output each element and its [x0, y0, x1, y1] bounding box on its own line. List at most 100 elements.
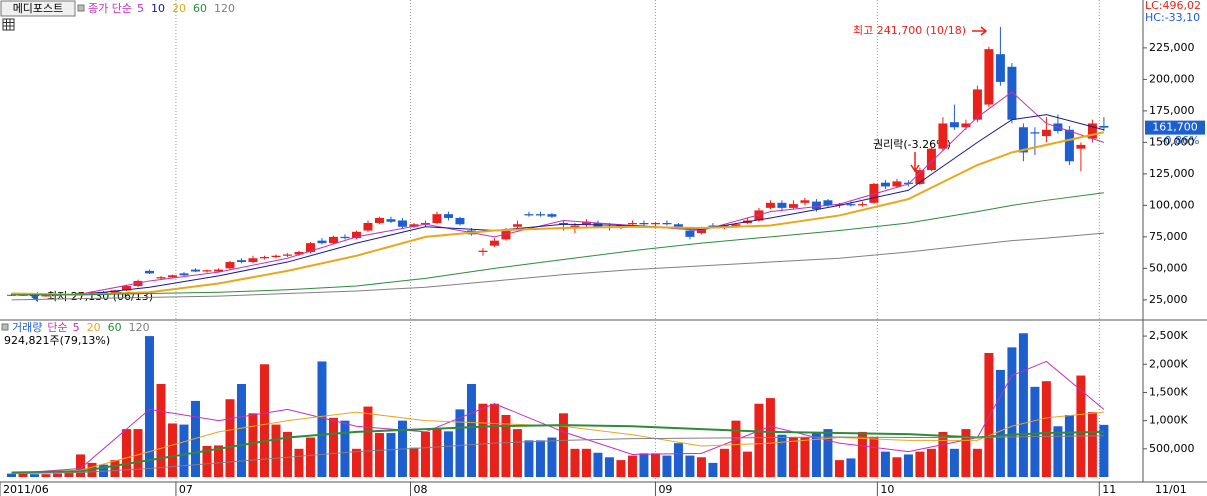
candle-body [305, 243, 315, 252]
x-tick-label: 10 [880, 483, 894, 496]
candle-body [340, 236, 350, 239]
volume-bar [1053, 426, 1063, 477]
volume-bar [535, 440, 545, 477]
candle-body [282, 254, 292, 256]
volume-bar [64, 473, 74, 477]
volume-bar [754, 403, 764, 477]
candle-body [570, 225, 580, 229]
candle-body [351, 231, 361, 239]
volume-bar [409, 447, 419, 477]
volume-bar [604, 457, 614, 477]
moving-average-line [11, 192, 1104, 296]
x-tick-label: 2011/06 [3, 483, 49, 496]
candle-body [639, 222, 649, 225]
candle-body [202, 270, 212, 272]
candle-body [869, 183, 879, 203]
candle-body [432, 214, 442, 223]
volume-bar [1041, 381, 1051, 477]
y-tick-label: 125,000 [1149, 167, 1195, 180]
candle-body [765, 202, 775, 208]
candle-body [984, 49, 994, 105]
candle-body [501, 230, 511, 240]
volume-bar [179, 424, 189, 477]
volume-bar [52, 473, 62, 477]
moving-average-line [11, 435, 1104, 475]
candle-body [938, 123, 948, 149]
volume-bar [133, 429, 143, 477]
candle-body [880, 182, 890, 187]
volume-bar [213, 445, 223, 477]
volume-bar [892, 457, 902, 477]
candle-body [995, 54, 1005, 82]
candle-body [547, 214, 557, 217]
volume-bar [961, 429, 971, 477]
y-tick-label: 25,000 [1149, 293, 1188, 306]
x-tick-label: 11 [1102, 483, 1116, 496]
candle-body [662, 222, 672, 225]
y-tick-label: 225,000 [1149, 41, 1195, 54]
stock-name[interactable]: 메디포스트 [13, 2, 64, 15]
candle-body [328, 236, 338, 244]
volume-bar [1087, 412, 1097, 477]
candle-body [708, 225, 718, 227]
volume-bar [328, 417, 338, 477]
volume-bar [788, 437, 798, 477]
candle-body [144, 270, 154, 274]
hc-label: HC:-33,10 [1145, 11, 1200, 24]
volume-bar [926, 448, 936, 477]
candle-body [1087, 123, 1097, 139]
stock-button[interactable] [0, 0, 76, 17]
volume-bar [915, 451, 925, 477]
volume-bar [248, 413, 258, 477]
candle-body [179, 273, 189, 276]
volume-bar [351, 448, 361, 477]
volume-bar [1018, 333, 1028, 477]
volume-bar [834, 460, 844, 477]
rights-arrow [910, 152, 920, 173]
lc-label: LC:496,02 [1145, 0, 1201, 12]
volume-bar [731, 420, 741, 477]
volume-bar [363, 406, 373, 477]
candle-body [800, 200, 810, 203]
volume-bar [811, 431, 821, 477]
candle-body [685, 230, 695, 237]
legend-entry: 5 [73, 321, 80, 334]
candle-body [1041, 129, 1051, 137]
candle-body [87, 292, 97, 294]
y-tick-label: 50,000 [1149, 261, 1188, 274]
volume-bar [869, 437, 879, 477]
moving-average-line [11, 360, 1105, 475]
candle-body [29, 294, 39, 297]
candle-body [455, 217, 465, 225]
legend-entry: 120 [214, 2, 235, 15]
candle-body [1007, 66, 1017, 120]
candle-body [1018, 127, 1028, 153]
y-tick-label: 2,500K [1149, 329, 1188, 342]
candle-body [121, 285, 131, 291]
y-tick-label: 200,000 [1149, 72, 1195, 85]
candle-body [535, 214, 545, 216]
volume-bar [282, 431, 292, 477]
legend-label: 단순 [47, 321, 67, 334]
volume-bar [432, 429, 442, 477]
y-tick-label: 500,000 [1149, 442, 1195, 455]
legend-entry: 20 [87, 321, 101, 334]
candle-body [949, 122, 959, 128]
candle-body [926, 148, 936, 171]
volume-bar [719, 448, 729, 477]
moving-average-line [11, 131, 1105, 296]
x-tick-label: 09 [658, 483, 672, 496]
volume-bar [512, 429, 522, 477]
moving-average-line [11, 232, 1104, 301]
volume-bar [466, 384, 476, 477]
candle-body [259, 257, 269, 259]
candle-body [524, 214, 534, 216]
moving-average-line [11, 91, 1105, 296]
x-tick-label: 07 [179, 483, 193, 496]
moving-average-line [11, 114, 1105, 296]
y-tick-label: 75,000 [1149, 230, 1188, 243]
candle-body [731, 224, 741, 227]
volume-bar [846, 458, 856, 477]
high-note: 최고 241,700 (10/18) [853, 24, 966, 37]
